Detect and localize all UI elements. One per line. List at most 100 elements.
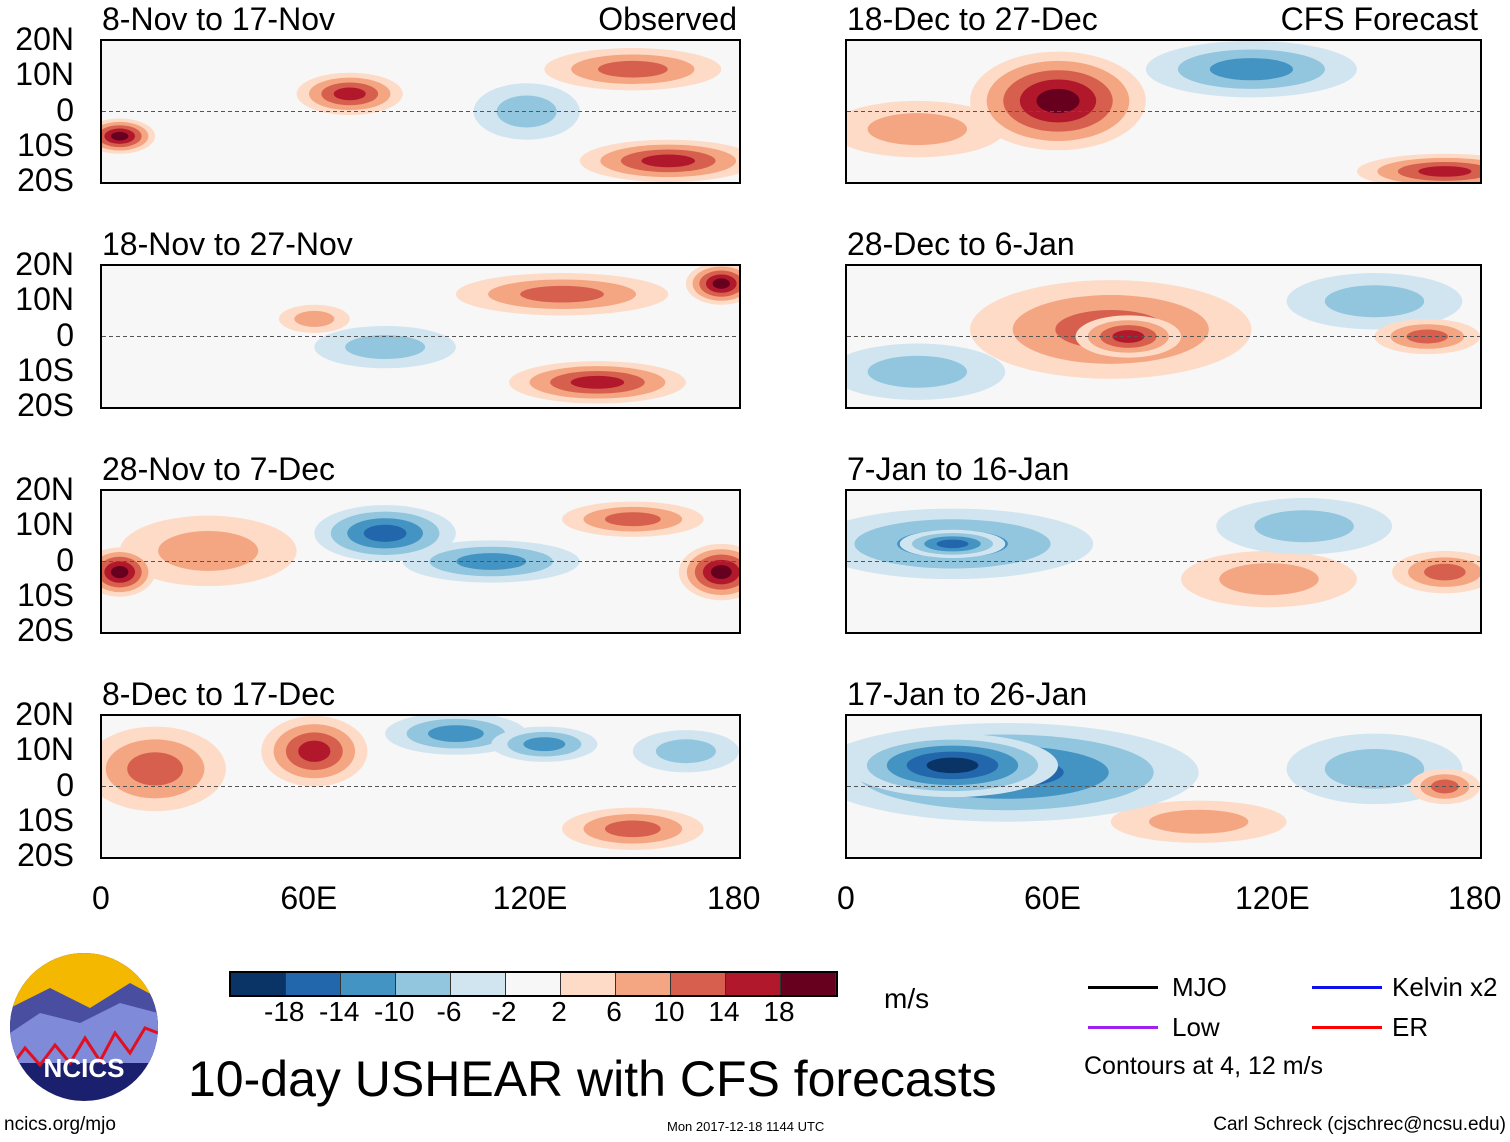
lat-tick-label: 20S <box>17 162 74 198</box>
lat-tick-label: 10N <box>15 56 74 93</box>
lon-tick-label: 180 <box>1448 880 1502 916</box>
shear-anomaly-region <box>1406 329 1449 344</box>
shear-anomaly-region <box>456 553 527 570</box>
colorbar-tick-label: 18 <box>763 996 795 1027</box>
footer-url[interactable]: ncics.org/mjo <box>4 1114 116 1135</box>
shear-anomaly-region <box>926 757 979 774</box>
shear-anomaly-region <box>710 565 732 579</box>
colorbar-swatch <box>451 973 506 995</box>
shear-anomaly-region <box>345 335 426 360</box>
lat-tick-label: 20S <box>17 612 74 648</box>
lat-tick-label: 10N <box>15 281 74 318</box>
colorbar-swatch <box>726 973 781 995</box>
colorbar-swatch <box>396 973 451 995</box>
legend-low-line <box>1088 1026 1158 1029</box>
map-panel <box>100 264 741 409</box>
logo: NCICS <box>10 953 158 1101</box>
lat-tick-label: 10N <box>15 731 74 768</box>
shear-anomaly-region <box>641 154 695 168</box>
lat-tick-label: 20N <box>15 471 74 507</box>
colorbar-tick-label: 10 <box>653 996 685 1027</box>
footer-timestamp: Mon 2017-12-18 1144 UTC <box>667 1119 825 1134</box>
lat-tick-label: 10S <box>17 576 74 613</box>
lon-tick-label: 0 <box>92 880 110 916</box>
panel-column-label: Observed <box>598 1 737 37</box>
shear-anomaly-region <box>298 740 331 762</box>
colorbar-swatch <box>561 973 616 995</box>
shear-anomaly-region <box>1219 563 1319 596</box>
lat-tick-label: 10S <box>17 126 74 163</box>
lat-tick-label: 10S <box>17 351 74 388</box>
colorbar-unit: m/s <box>884 983 930 1014</box>
shear-anomaly-region <box>520 285 604 303</box>
panel-title: 18-Dec to 27-Dec <box>847 1 1098 37</box>
shear-anomaly-region <box>294 310 335 327</box>
shear-anomaly-region <box>127 752 183 786</box>
shear-anomaly-region <box>158 531 259 571</box>
colorbar-tick-label: -10 <box>374 996 415 1027</box>
lat-tick-label: 20N <box>15 246 74 282</box>
legend-low-label: Low <box>1172 1012 1220 1042</box>
lat-tick-label: 20S <box>17 387 74 423</box>
shear-anomaly-region <box>333 87 366 101</box>
colorbar-tick-label: -18 <box>264 996 305 1027</box>
legend-er-label: ER <box>1392 1012 1429 1042</box>
legend-kelvin-line <box>1312 986 1382 989</box>
colorbar-swatch <box>671 973 726 995</box>
colorbar-swatch <box>781 973 836 995</box>
colorbar-tick-label: -2 <box>491 996 517 1027</box>
shear-anomaly-region <box>1424 563 1466 581</box>
lat-tick-label: 20N <box>15 21 74 57</box>
legend-mjo-line <box>1088 986 1158 989</box>
colorbar-tick-label: -6 <box>436 996 462 1027</box>
lat-tick-label: 10S <box>17 801 74 838</box>
shear-anomaly-region <box>570 375 625 389</box>
map-panel <box>100 489 741 634</box>
shear-anomaly-region <box>597 60 668 78</box>
colorbar-swatch <box>286 973 341 995</box>
panel-column-label: CFS Forecast <box>1280 1 1478 37</box>
map-panel <box>845 264 1482 409</box>
panel-title: 28-Nov to 7-Dec <box>102 451 335 487</box>
map-panel <box>845 714 1482 859</box>
colorbar-swatch <box>506 973 561 995</box>
colorbar-tick-label: 2 <box>551 996 567 1027</box>
shear-anomaly-region <box>604 820 661 838</box>
figure-title: 10-day USHEAR with CFS forecasts <box>188 1051 997 1107</box>
lon-tick-label: 180 <box>707 880 761 916</box>
panel-title: 8-Nov to 17-Nov <box>102 1 335 37</box>
shear-anomaly-region <box>604 512 661 527</box>
lat-tick-label: 20N <box>15 696 74 732</box>
shear-anomaly-region <box>867 355 968 388</box>
map-panel <box>845 489 1482 634</box>
panel-title: 28-Dec to 6-Jan <box>847 226 1075 262</box>
shear-anomaly-region <box>655 739 716 764</box>
legend-mjo-label: MJO <box>1172 972 1227 1002</box>
lat-tick-label: 0 <box>56 91 74 128</box>
shear-anomaly-region <box>1254 510 1354 543</box>
lon-tick-label: 60E <box>280 880 338 916</box>
shear-anomaly-region <box>1324 285 1425 318</box>
colorbar-tick-label: 6 <box>606 996 622 1027</box>
lat-tick-label: 10N <box>15 506 74 543</box>
shear-anomaly-region <box>1148 809 1249 834</box>
shear-anomaly-region <box>496 95 557 128</box>
logo-text: NCICS <box>43 1053 125 1083</box>
colorbar-swatch <box>231 973 286 995</box>
legend-kelvin-label: Kelvin x2 <box>1392 972 1498 1002</box>
shear-anomaly-region <box>936 539 969 549</box>
panel-title: 7-Jan to 16-Jan <box>847 451 1070 487</box>
contour-note: Contours at 4, 12 m/s <box>1084 1052 1324 1080</box>
colorbar-tick-label: -14 <box>319 996 360 1027</box>
shear-anomaly-region <box>867 113 968 146</box>
lat-tick-label: 0 <box>56 316 74 353</box>
lat-tick-label: 0 <box>56 541 74 578</box>
map-panel <box>845 39 1482 184</box>
colorbar-swatch <box>616 973 671 995</box>
lat-tick-label: 20S <box>17 837 74 873</box>
lon-tick-label: 0 <box>837 880 855 916</box>
shear-anomaly-region <box>1324 748 1425 789</box>
panel-title: 8-Dec to 17-Dec <box>102 676 335 712</box>
lon-tick-label: 60E <box>1024 880 1081 916</box>
footer-credit: Carl Schreck (cjschrec@ncsu.edu) <box>1213 1114 1506 1135</box>
